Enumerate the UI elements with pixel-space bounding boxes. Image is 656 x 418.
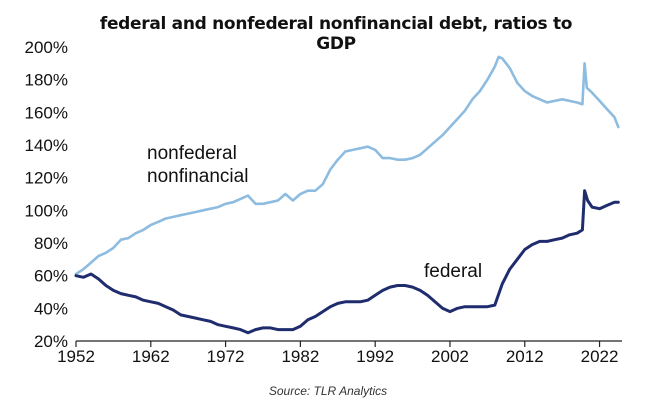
x-tick-label: 2002	[431, 347, 469, 366]
federal-series-line	[74, 189, 620, 335]
y-tick-label: 20%	[34, 332, 68, 351]
x-tick-label: 2022	[581, 347, 619, 366]
nonfederal-label-line-1: nonfederal	[147, 143, 237, 164]
chart-title: federal and nonfederal nonfinancial debt…	[99, 14, 573, 54]
x-axis-tick-labels: 1952 1962 1972 1982 1992 2002 2012 2022	[57, 347, 618, 366]
y-tick-label: 180%	[25, 71, 68, 90]
x-tick-label: 1982	[281, 347, 319, 366]
x-tick-label: 1962	[132, 347, 170, 366]
y-tick-label: 200%	[25, 38, 68, 57]
y-tick-label: 80%	[34, 234, 68, 253]
y-tick-label: 100%	[25, 201, 68, 220]
x-tick-label: 2012	[506, 347, 544, 366]
federal-series-label: federal	[424, 261, 482, 282]
y-tick-label: 160%	[25, 103, 68, 122]
y-tick-label: 40%	[34, 299, 68, 318]
y-tick-label: 120%	[25, 169, 68, 188]
y-tick-label: 60%	[34, 267, 68, 286]
series-lines	[74, 55, 620, 335]
x-axis-ticks	[75, 341, 601, 347]
nonfederal-series-label: nonfederal nonfinancial	[147, 143, 248, 187]
source-note: Source: TLR Analytics	[268, 384, 388, 398]
x-tick-label: 1992	[356, 347, 394, 366]
y-tick-label: 140%	[25, 136, 68, 155]
x-tick-label: 1972	[207, 347, 245, 366]
nonfederal-label-line-2: nonfinancial	[147, 166, 248, 187]
nonfederal-series-line	[74, 55, 620, 276]
x-tick-label: 1952	[57, 347, 95, 366]
y-axis-tick-labels: 20% 40% 60% 80% 100% 120% 140% 160% 180% 200%	[25, 38, 68, 351]
